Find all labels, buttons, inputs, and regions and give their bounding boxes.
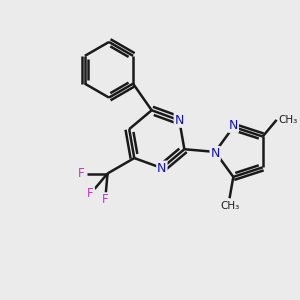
Text: N: N <box>157 162 167 175</box>
Text: F: F <box>102 193 109 206</box>
Text: N: N <box>175 114 184 127</box>
Text: CH₃: CH₃ <box>278 115 297 125</box>
Text: N: N <box>211 147 220 160</box>
Text: F: F <box>87 187 94 200</box>
Text: CH₃: CH₃ <box>220 201 239 211</box>
Text: N: N <box>229 119 238 132</box>
Text: F: F <box>78 167 85 180</box>
